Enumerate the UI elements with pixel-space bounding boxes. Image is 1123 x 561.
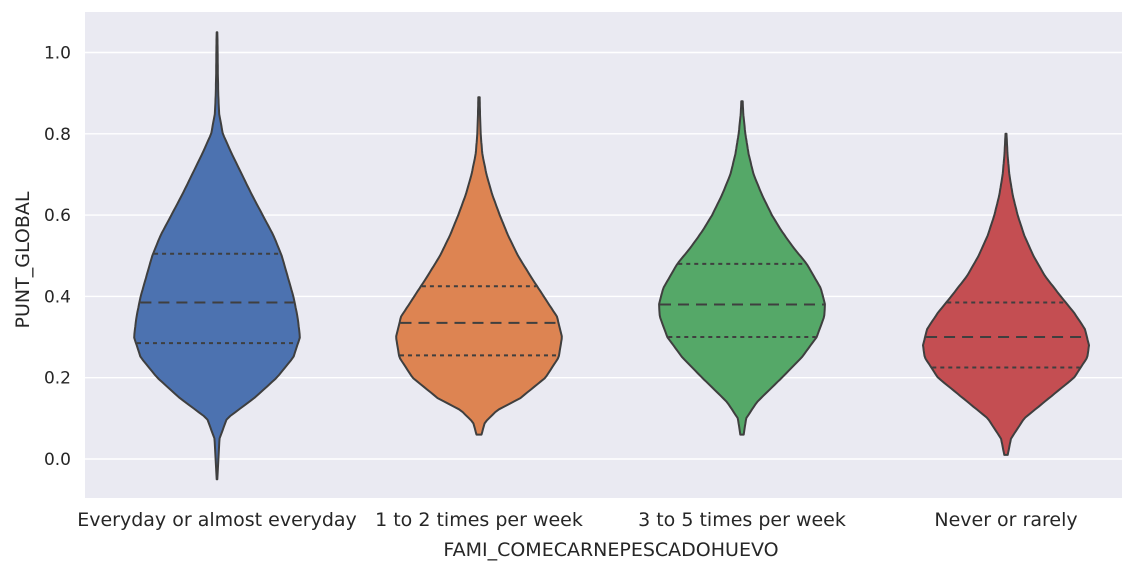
y-tick-label: 0.2 [44,369,71,389]
violin-3 [658,100,826,436]
violins [133,31,1090,481]
violin-body [658,100,826,436]
y-tick-label: 0.8 [44,125,71,145]
violin-4 [922,132,1090,456]
x-category-label: 3 to 5 times per week [638,509,846,531]
y-axis-label: PUNT_GLOBAL [12,191,34,328]
y-tick-label: 0.4 [44,287,71,307]
x-category-label: Never or rarely [934,509,1077,531]
y-tick-label: 0.0 [44,450,71,470]
violin-2 [395,96,563,436]
violin-body [922,132,1090,456]
y-tick-labels: 0.0 0.2 0.4 0.6 0.8 1.0 [44,44,71,471]
x-category-label: Everyday or almost everyday [77,509,357,531]
y-tick-label: 1.0 [44,44,71,64]
x-category-label: 1 to 2 times per week [375,509,583,531]
x-axis-label: FAMI_COMECARNEPESCADOHUEVO [443,539,778,561]
violin-body [133,31,301,481]
y-tick-label: 0.6 [44,206,71,226]
x-category-labels: Everyday or almost everyday 1 to 2 times … [77,509,1077,531]
violin-body [395,96,563,436]
violin-1 [133,31,301,481]
